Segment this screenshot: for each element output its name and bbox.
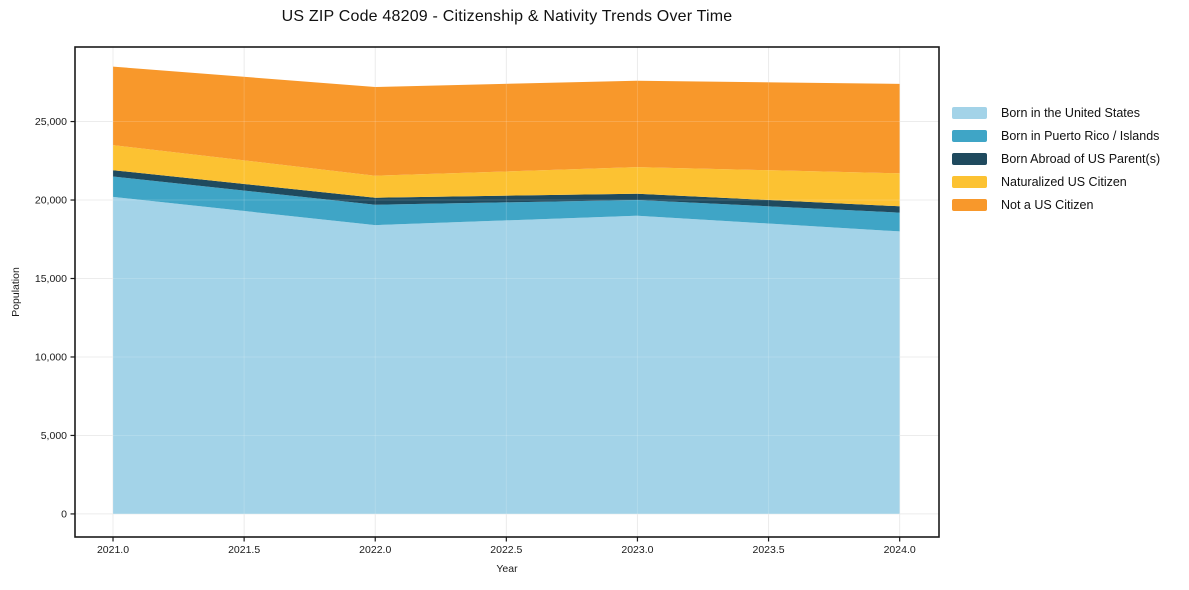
x-tick-label: 2024.0 (884, 544, 916, 556)
legend-swatch (952, 199, 987, 211)
legend-item: Born in Puerto Rico / Islands (952, 130, 1160, 142)
x-tick-label: 2023.0 (621, 544, 653, 556)
legend-label: Not a US Citizen (1001, 198, 1094, 212)
stacked-areas (113, 66, 900, 514)
x-tick-label: 2021.0 (97, 544, 129, 556)
legend-swatch (952, 107, 987, 119)
y-tick-label: 0 (61, 508, 67, 520)
x-tick-label: 2021.5 (228, 544, 260, 556)
area-series-0 (113, 196, 900, 514)
y-tick-label: 5,000 (41, 430, 67, 442)
area-series-2 (113, 170, 900, 213)
legend-swatch (952, 130, 987, 142)
y-tick-label: 10,000 (35, 351, 67, 363)
x-axis-label: Year (496, 563, 518, 575)
legend-swatch (952, 176, 987, 188)
chart-title: US ZIP Code 48209 - Citizenship & Nativi… (281, 8, 733, 25)
x-tick-label: 2022.5 (490, 544, 522, 556)
area-series-4 (113, 66, 900, 176)
x-tick-label: 2022.0 (359, 544, 391, 556)
legend-label: Born Abroad of US Parent(s) (1001, 152, 1161, 166)
y-tick-label: 25,000 (35, 116, 67, 128)
area-series-3 (113, 145, 900, 207)
y-axis-label: Population (10, 267, 22, 317)
x-tick-label: 2023.5 (752, 544, 784, 556)
legend-item: Naturalized US Citizen (952, 176, 1160, 188)
gridlines-overlay (75, 47, 939, 537)
legend-item: Born Abroad of US Parent(s) (952, 153, 1160, 165)
axis-ticks: 2021.0 2021.5 2022.0 2022.5 2023.0 2023.5 2024… (35, 116, 916, 556)
legend-label: Born in Puerto Rico / Islands (1001, 129, 1160, 143)
legend: Born in the United States Born in Puerto … (952, 107, 1160, 211)
y-tick-label: 20,000 (35, 195, 67, 207)
legend-label: Born in the United States (1001, 106, 1140, 120)
y-tick-label: 15,000 (35, 273, 67, 285)
legend-item: Born in the United States (952, 107, 1160, 119)
plot-frame (74, 46, 940, 538)
legend-swatch (952, 153, 987, 165)
legend-item: Not a US Citizen (952, 199, 1160, 211)
area-series-1 (113, 176, 900, 232)
legend-label: Naturalized US Citizen (1001, 175, 1127, 189)
